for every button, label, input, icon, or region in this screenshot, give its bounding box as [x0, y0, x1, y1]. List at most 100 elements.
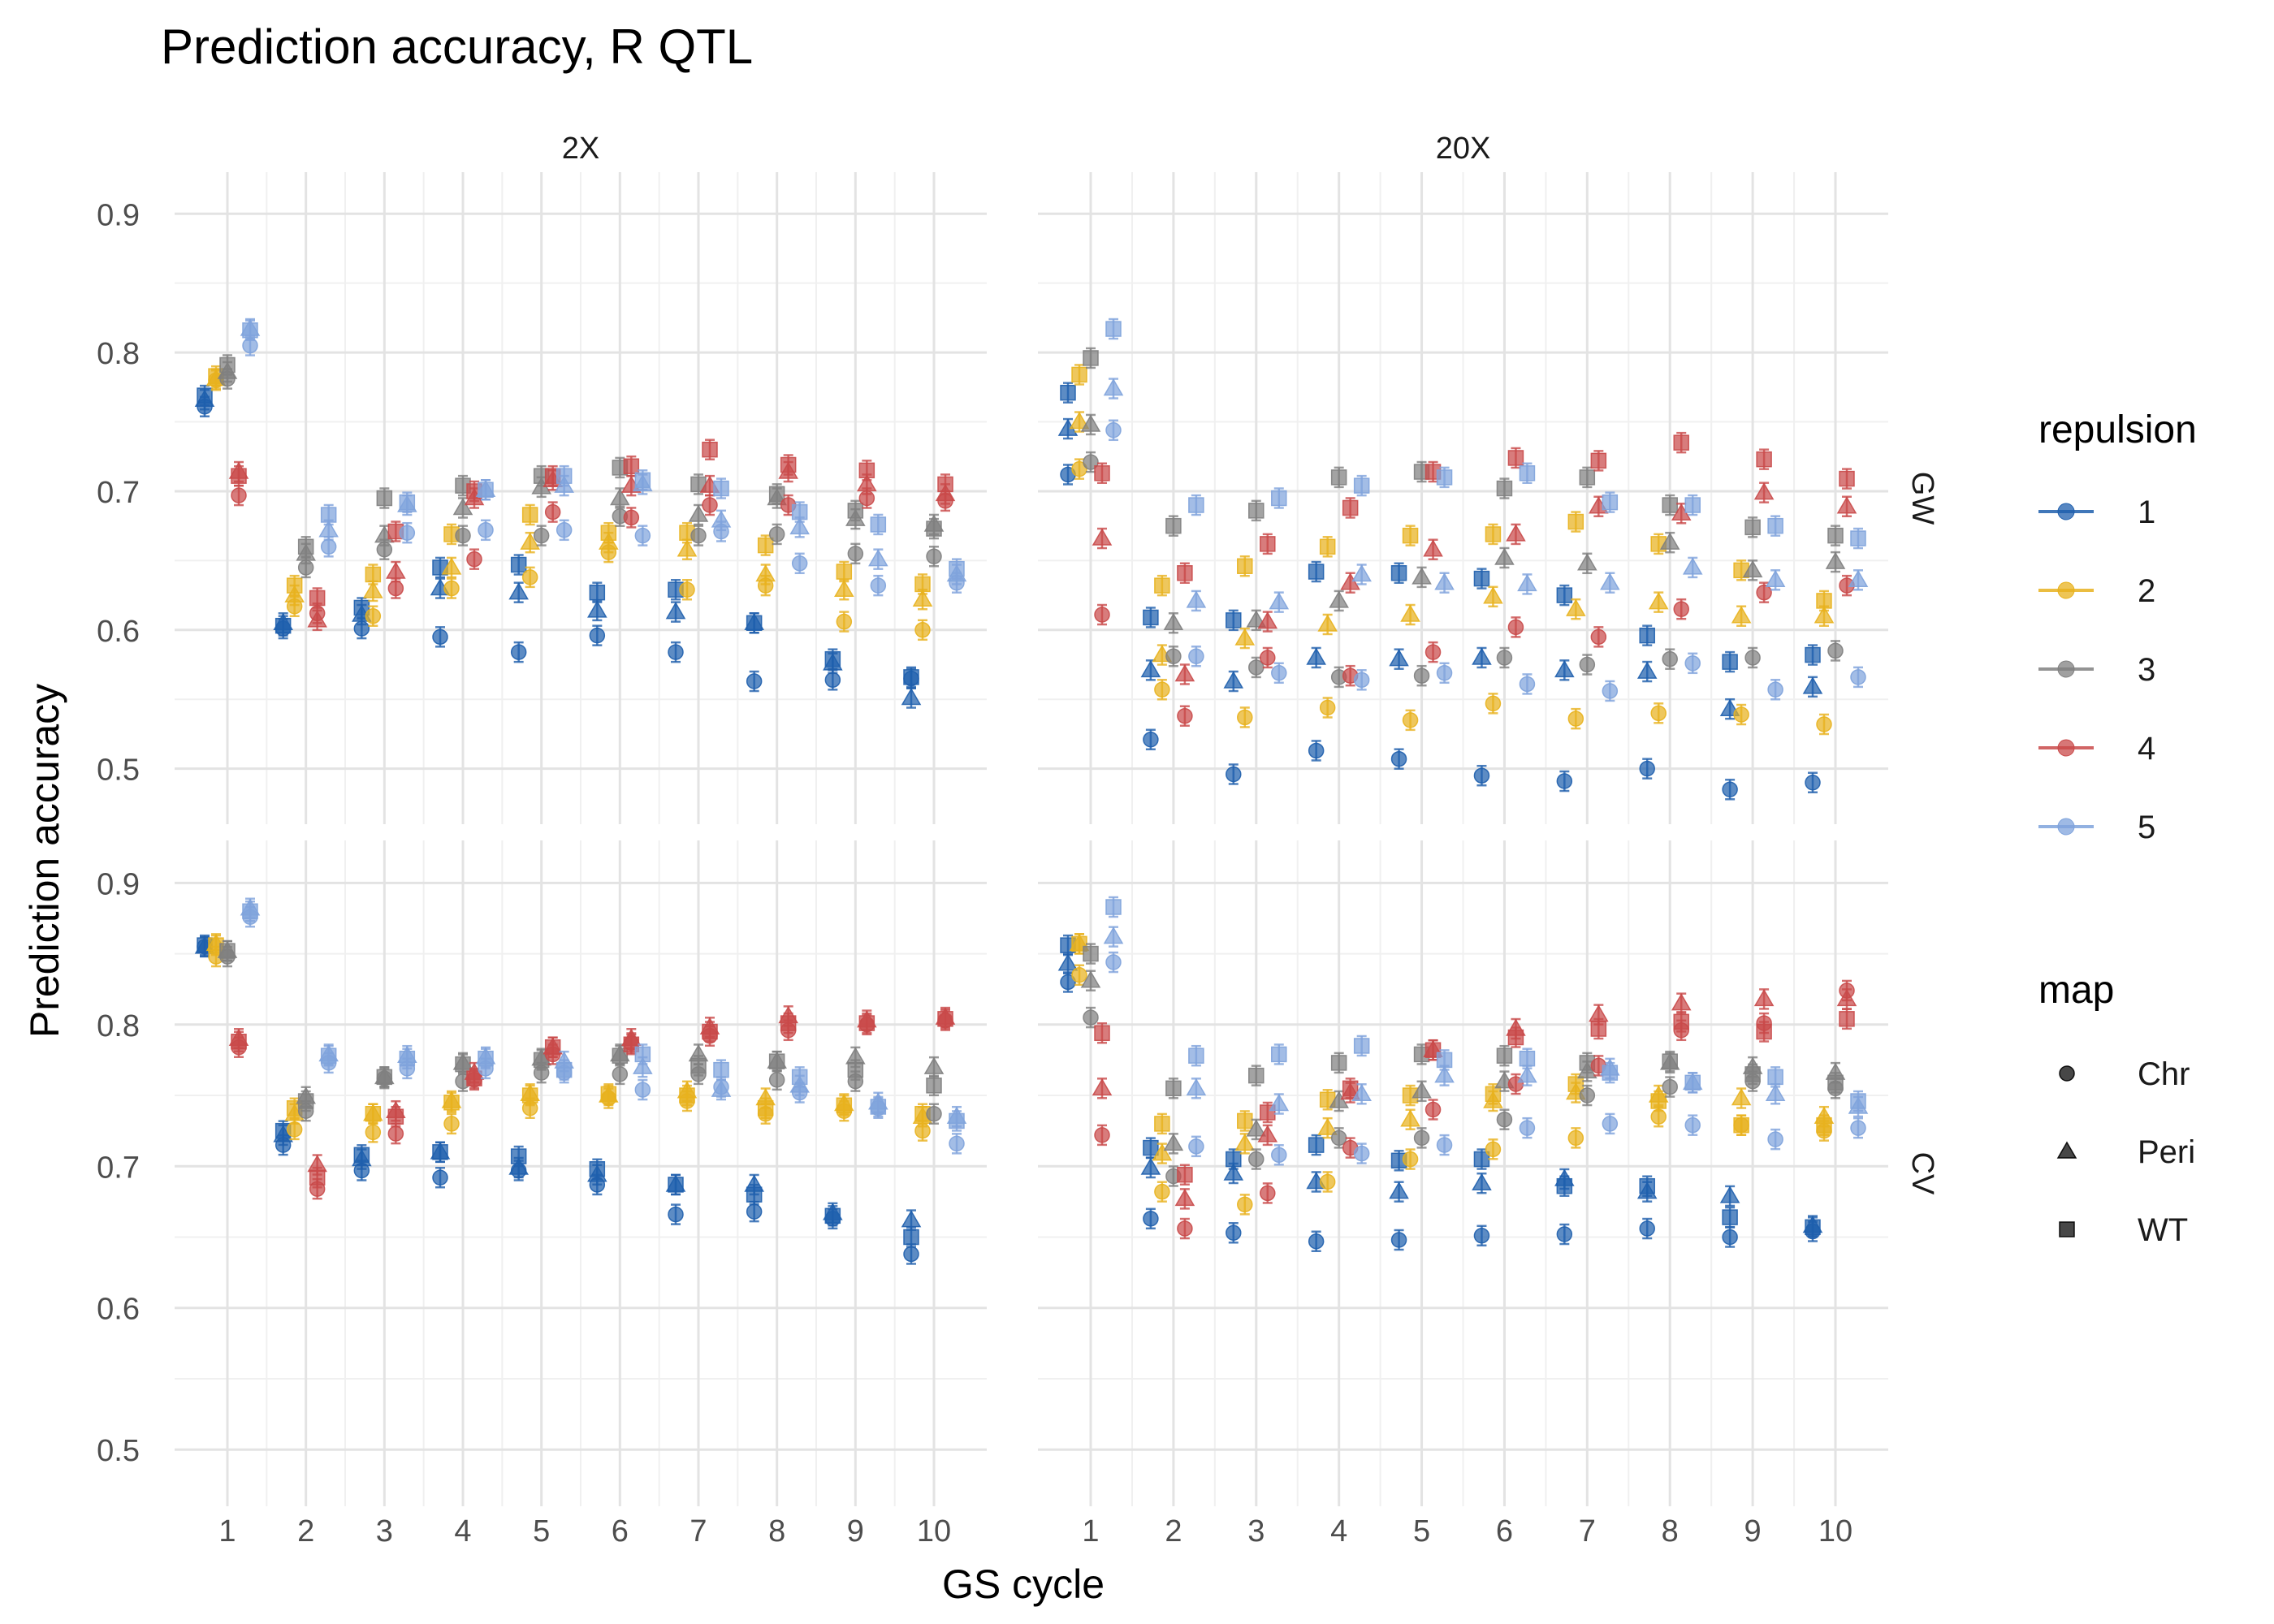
data-point-rep3-chr [690, 527, 707, 544]
data-point-rep5-peri [1434, 1065, 1455, 1083]
data-point-rep5-peri [1269, 592, 1290, 610]
data-point-rep1-wt [1143, 1139, 1159, 1156]
data-point-rep4-wt [1177, 1166, 1193, 1183]
data-point-rep2-chr [1402, 712, 1419, 728]
data-point-rep2-peri [1400, 604, 1420, 622]
data-point-rep1-chr [1390, 750, 1407, 767]
data-point-rep5-wt [556, 1061, 573, 1078]
data-point-rep1-peri [587, 600, 607, 618]
legend-circle-icon [2059, 1065, 2075, 1082]
data-point-rep4-peri [1174, 1188, 1195, 1207]
data-point-rep1-peri [508, 582, 529, 600]
data-point-rep5-wt [1767, 1069, 1783, 1086]
data-point-rep2-peri [1731, 1088, 1752, 1106]
data-point-rep4-chr [1590, 628, 1607, 646]
data-point-rep5-wt [1602, 494, 1619, 511]
data-point-rep3-wt [1744, 519, 1761, 536]
data-point-rep1-chr [1143, 732, 1159, 748]
data-point-rep2-chr [1733, 706, 1749, 723]
data-point-rep3-wt [1496, 1047, 1513, 1064]
data-point-rep1-chr [1308, 1233, 1325, 1250]
data-point-rep4-peri [1753, 482, 1775, 500]
data-point-rep3-wt [1827, 1074, 1844, 1091]
data-point-rep3-peri [1246, 1119, 1267, 1137]
data-point-rep1-wt [353, 599, 370, 616]
data-point-rep2-wt [600, 525, 617, 541]
data-point-rep4-chr [1094, 607, 1110, 623]
data-point-rep4-wt [858, 462, 875, 479]
data-point-rep2-wt [286, 577, 303, 594]
data-point-rep2-wt [1071, 366, 1087, 383]
y-tick-label: 0.7 [97, 1151, 140, 1185]
data-point-rep1-chr [746, 1203, 763, 1220]
data-point-rep1-wt [746, 615, 763, 632]
data-point-rep4-wt [1094, 1025, 1110, 1042]
data-point-rep5-wt [399, 1050, 416, 1067]
panel-20X-CV: 1 2 3 4 5 6 7 8 9 10 CV [1038, 840, 1939, 1548]
y-axis-label: Prediction accuracy [22, 684, 67, 1038]
facet-strip-CV: CV [1905, 1152, 1939, 1195]
legend-map-label: Chr [2138, 1056, 2190, 1092]
data-point-rep3-chr [926, 548, 942, 565]
data-point-rep3-chr [1083, 1009, 1099, 1026]
x-tick-label: 3 [376, 1514, 393, 1548]
data-point-rep1-chr [1639, 760, 1655, 777]
data-point-rep4-wt [1507, 1029, 1524, 1046]
data-point-rep5-chr [1767, 681, 1783, 698]
data-point-rep3-chr [533, 527, 550, 544]
data-point-rep5-wt [399, 494, 416, 511]
points-2X-GW [194, 317, 967, 709]
data-point-rep1-chr [589, 627, 606, 644]
data-point-rep5-chr [1353, 672, 1370, 689]
data-point-rep2-peri [834, 579, 854, 598]
data-point-rep1-wt [1722, 654, 1738, 670]
legend-repulsion-label: 2 [2138, 573, 2155, 609]
data-point-rep3-wt [1579, 469, 1596, 486]
data-point-rep2-wt [365, 566, 382, 583]
data-point-rep1-wt [824, 650, 841, 667]
data-point-rep1-peri [1389, 1181, 1409, 1199]
legend-key-point [2057, 739, 2075, 757]
data-point-rep4-chr [1673, 601, 1689, 617]
data-point-rep2-chr [1071, 460, 1087, 477]
data-point-rep4-chr [1177, 1220, 1193, 1237]
data-point-rep4-peri [1257, 1125, 1278, 1142]
data-point-rep2-wt [679, 1087, 695, 1104]
data-point-rep5-wt [478, 1050, 494, 1067]
x-tick-label: 4 [454, 1514, 471, 1548]
data-point-rep3-wt [1248, 1067, 1265, 1084]
data-point-rep5-wt [1519, 464, 1536, 482]
data-point-rep2-peri [1069, 412, 1090, 430]
x-tick-label: 7 [690, 1514, 707, 1548]
data-point-rep5-peri [1351, 564, 1372, 582]
data-point-rep4-peri [1753, 988, 1775, 1007]
data-point-rep5-chr [1436, 1137, 1453, 1153]
data-point-rep5-chr [1188, 648, 1204, 665]
data-point-rep4-peri [857, 473, 877, 492]
data-point-rep4-wt [1756, 1023, 1772, 1040]
data-point-rep5-wt [1519, 1050, 1536, 1067]
data-point-rep3-peri [1825, 551, 1846, 569]
data-point-rep2-peri [912, 589, 933, 607]
data-point-rep4-wt [1342, 499, 1359, 516]
data-point-rep1-peri [1306, 647, 1326, 665]
data-point-rep5-wt [1188, 1047, 1204, 1064]
data-point-rep1-chr [432, 1169, 448, 1186]
data-point-rep4-wt [231, 1033, 247, 1050]
data-point-rep1-wt [1556, 587, 1573, 603]
data-point-rep2-wt [521, 1087, 538, 1104]
data-point-rep2-chr [443, 1116, 460, 1132]
data-point-rep5-wt [1767, 517, 1783, 534]
data-point-rep3-chr [847, 546, 864, 562]
data-point-rep4-peri [307, 610, 327, 628]
data-point-rep5-peri [318, 520, 339, 538]
data-point-rep1-peri [1223, 671, 1244, 689]
data-point-rep4-peri [386, 561, 406, 579]
data-point-rep3-chr [768, 526, 785, 542]
data-point-rep1-wt [510, 1148, 527, 1164]
y-tick-label: 0.5 [97, 754, 140, 788]
data-point-rep4-wt [1094, 464, 1110, 482]
data-point-rep5-chr [1850, 669, 1866, 685]
data-point-rep2-wt [836, 564, 853, 580]
data-point-rep5-wt [870, 516, 887, 533]
